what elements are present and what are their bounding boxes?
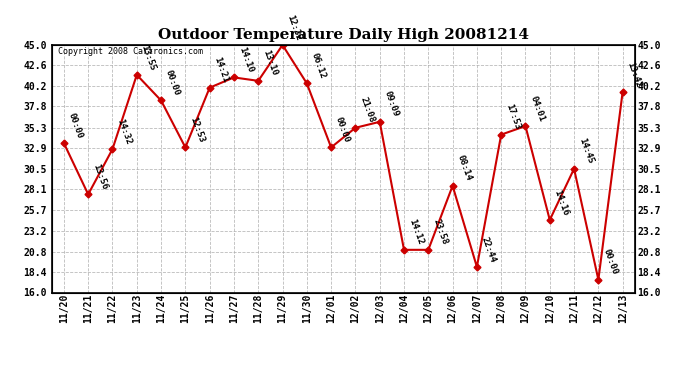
Text: 00:00: 00:00	[601, 248, 619, 276]
Text: 13:56: 13:56	[91, 163, 109, 191]
Text: 17:53: 17:53	[504, 103, 522, 131]
Text: 06:12: 06:12	[310, 52, 327, 80]
Text: 00:00: 00:00	[164, 69, 181, 97]
Text: Copyright 2008 Cartronics.com: Copyright 2008 Cartronics.com	[57, 48, 203, 57]
Text: 14:12: 14:12	[407, 218, 424, 246]
Text: 21:08: 21:08	[358, 96, 376, 124]
Text: 00:00: 00:00	[334, 116, 352, 144]
Text: 12:53: 12:53	[188, 116, 206, 144]
Text: 14:21: 14:21	[213, 56, 230, 84]
Text: 14:10: 14:10	[237, 46, 255, 74]
Title: Outdoor Temperature Daily High 20081214: Outdoor Temperature Daily High 20081214	[158, 28, 529, 42]
Text: 23:58: 23:58	[431, 218, 449, 246]
Text: 04:01: 04:01	[529, 94, 546, 123]
Text: 13:42: 13:42	[626, 60, 643, 88]
Text: 00:00: 00:00	[67, 111, 84, 140]
Text: 13:55: 13:55	[139, 43, 157, 72]
Text: 12:32: 12:32	[286, 13, 303, 42]
Text: 14:32: 14:32	[115, 117, 133, 146]
Text: 14:16: 14:16	[553, 188, 571, 216]
Text: 08:14: 08:14	[455, 154, 473, 182]
Text: 22:44: 22:44	[480, 235, 497, 264]
Text: 14:45: 14:45	[577, 137, 595, 165]
Text: 13:10: 13:10	[261, 49, 279, 77]
Text: 09:09: 09:09	[383, 90, 400, 118]
